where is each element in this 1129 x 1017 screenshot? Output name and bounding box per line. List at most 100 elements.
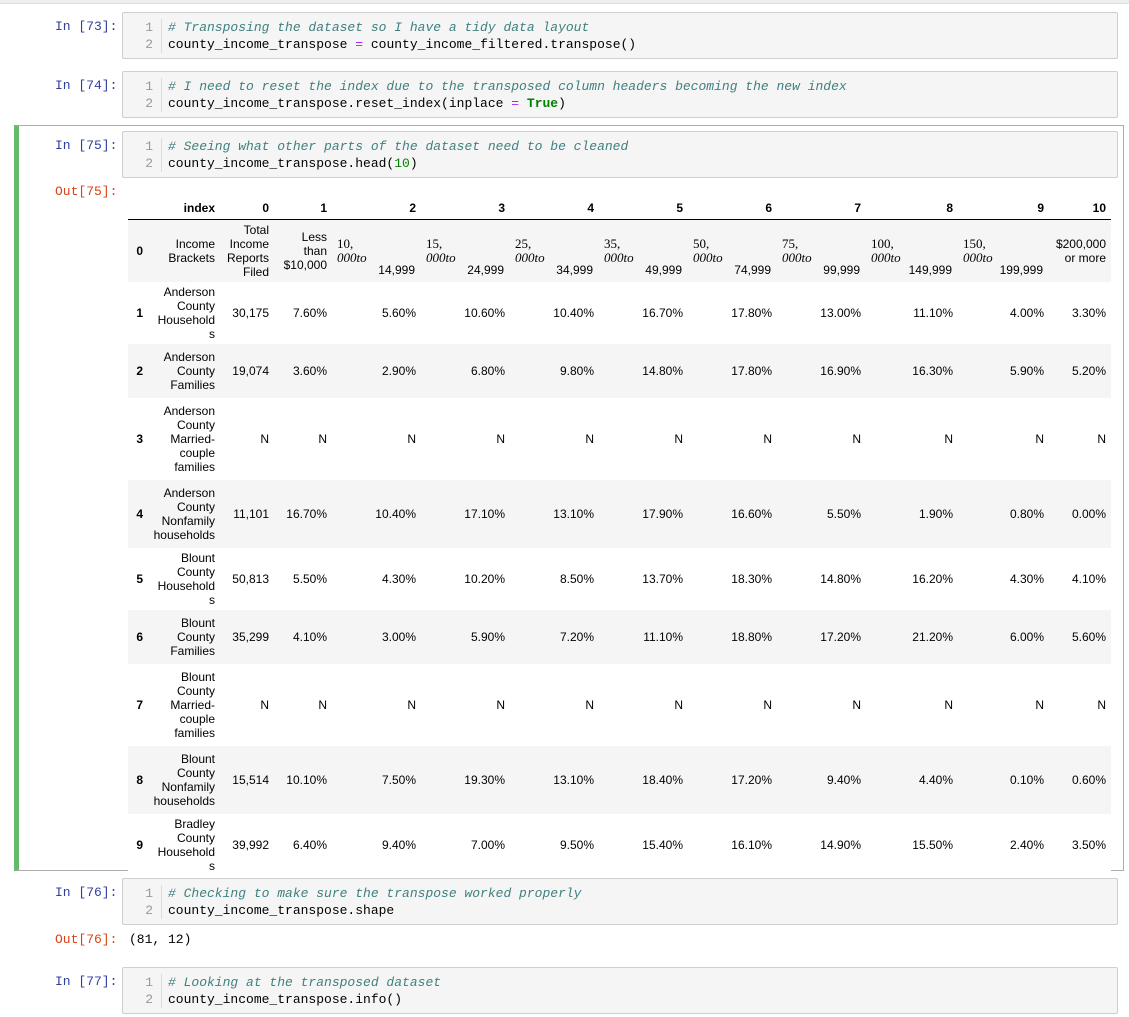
table-cell: 17.20% [820, 630, 861, 644]
table-cell: 16.20% [912, 572, 953, 586]
table-cell: 13.00% [820, 306, 861, 320]
table-cell: N [318, 698, 327, 712]
column-header: index [148, 197, 220, 220]
table-cell: 11,101 [233, 507, 269, 521]
column-header: 3 [421, 197, 510, 220]
row-index: 8 [136, 773, 143, 787]
table-cell: 4.10% [1071, 572, 1106, 586]
table-cell: 7.20% [559, 630, 594, 644]
row-index: 0 [136, 244, 143, 258]
input-prompt: In [73]: [55, 19, 118, 34]
table-cell: N [496, 698, 505, 712]
code-line: 1 # I need to reset the index due to the … [123, 78, 847, 95]
table-cell: 25, 000to 34,999 [515, 236, 593, 278]
table-cell: 9.50% [559, 838, 594, 852]
table-cell: 17.90% [642, 507, 683, 521]
code-line: 2 county_income_transpose.info() [123, 991, 402, 1008]
column-header [128, 197, 148, 220]
row-index: 3 [136, 432, 143, 446]
table-cell: 13.70% [642, 572, 683, 586]
table-cell: 3.50% [1071, 838, 1106, 852]
table-cell: 6.80% [470, 364, 505, 378]
table-cell: 4.00% [1009, 306, 1044, 320]
table-cell: 11.10% [643, 630, 683, 644]
code-line: 2 county_income_transpose.head(10) [123, 155, 418, 172]
column-header: 1 [274, 197, 332, 220]
table-cell: 14.80% [642, 364, 683, 378]
table-cell: 15.50% [912, 838, 953, 852]
code-cell-75[interactable]: 1 # Seeing what other parts of the datase… [122, 131, 1118, 178]
table-cell: N [1097, 432, 1106, 446]
table-cell: 18.40% [642, 773, 683, 787]
table-row: 8 Blount County Nonfamily households 15,51… [128, 746, 1111, 814]
code-cell-76[interactable]: 1 # Checking to make sure the transpose w… [122, 878, 1118, 925]
table-cell: 14.80% [820, 572, 861, 586]
table-cell: N [318, 432, 327, 446]
table-cell: 100, 000to 149,999 [871, 236, 952, 278]
table-cell: Blount County Households [157, 551, 215, 607]
table-cell: 5.20% [1071, 364, 1106, 378]
table-cell: 75, 000to 99,999 [782, 236, 860, 278]
table-cell: Blount County Married-couple families [170, 670, 215, 740]
table-cell: 15,514 [232, 773, 269, 787]
table-row: 2 Anderson County Families 19,074 3.60% 2.90… [128, 344, 1111, 398]
table-row: 3 Anderson County Married-couple families… [128, 398, 1111, 480]
table-cell: 4.30% [381, 572, 416, 586]
output-prompt: Out[76]: [55, 932, 118, 947]
table-row: 9 Bradley County Households 39,992 6.40% 9.4… [128, 814, 1111, 876]
table-cell: 5.50% [292, 572, 327, 586]
column-header: 9 [958, 197, 1049, 220]
code-cell-77[interactable]: 1 # Looking at the transposed dataset 2 co… [122, 967, 1118, 1014]
code-cell-74[interactable]: 1 # I need to reset the index due to the … [122, 71, 1118, 118]
table-cell: 5.60% [1071, 630, 1106, 644]
table-cell: 2.90% [381, 364, 416, 378]
row-index: 5 [136, 572, 143, 586]
input-prompt: In [74]: [55, 78, 118, 93]
table-row: 0 Income Brackets Total Income Reports F… [128, 219, 1111, 282]
toolbar-edge [0, 0, 1129, 4]
table-cell: 16.70% [642, 306, 683, 320]
table-row: 6 Blount County Families 35,299 4.10% 3.00% 5… [128, 610, 1111, 664]
table-cell: 17.80% [731, 306, 772, 320]
table-row: 7 Blount County Married-couple families N N… [128, 664, 1111, 746]
table-cell: Income Brackets [168, 237, 215, 265]
table-cell: N [1097, 698, 1106, 712]
table-cell: 21.20% [912, 630, 953, 644]
column-header: 6 [688, 197, 777, 220]
table-cell: 17.80% [731, 364, 772, 378]
table-cell: 50, 000to 74,999 [693, 236, 771, 278]
shape-output: (81, 12) [129, 932, 192, 947]
table-cell: 4.40% [918, 773, 953, 787]
table-cell: 10, 000to 14,999 [337, 236, 415, 278]
code-line: 2 county_income_transpose.reset_index(inp… [123, 95, 566, 112]
table-cell: 6.00% [1009, 630, 1044, 644]
table-cell: 50,813 [232, 572, 269, 586]
table-cell: Anderson County Households [157, 285, 215, 341]
table-cell: 19,074 [232, 364, 269, 378]
table-cell: 14.90% [820, 838, 861, 852]
table-cell: 10.10% [286, 773, 327, 787]
code-cell-73[interactable]: 1 # Transposing the dataset so I have a t… [122, 12, 1118, 59]
dataframe-table: index 0 1 2 3 4 5 6 7 8 9 10 0 Income Br… [128, 197, 1111, 876]
table-cell: 3.60% [292, 364, 327, 378]
table-cell: N [1035, 698, 1044, 712]
table-cell: N [585, 698, 594, 712]
column-header: 7 [777, 197, 866, 220]
table-cell: N [260, 432, 269, 446]
row-index: 7 [136, 698, 143, 712]
table-cell: Bradley County Households [157, 817, 215, 873]
row-index: 6 [136, 630, 143, 644]
table-cell: Anderson County Families [163, 350, 215, 392]
table-cell: 17.20% [731, 773, 772, 787]
code-line: 1 # Checking to make sure the transpose w… [123, 885, 581, 902]
table-cell: 4.10% [292, 630, 327, 644]
table-cell: 5.90% [470, 630, 505, 644]
selected-cell-border[interactable] [14, 125, 1124, 871]
table-cell: 10.60% [464, 306, 505, 320]
table-cell: N [944, 698, 953, 712]
table-cell: Blount County Families [170, 616, 215, 658]
table-cell: N [852, 698, 861, 712]
table-cell: 15.40% [642, 838, 683, 852]
code-line: 1 # Looking at the transposed dataset [123, 974, 441, 991]
table-cell: 0.80% [1009, 507, 1044, 521]
